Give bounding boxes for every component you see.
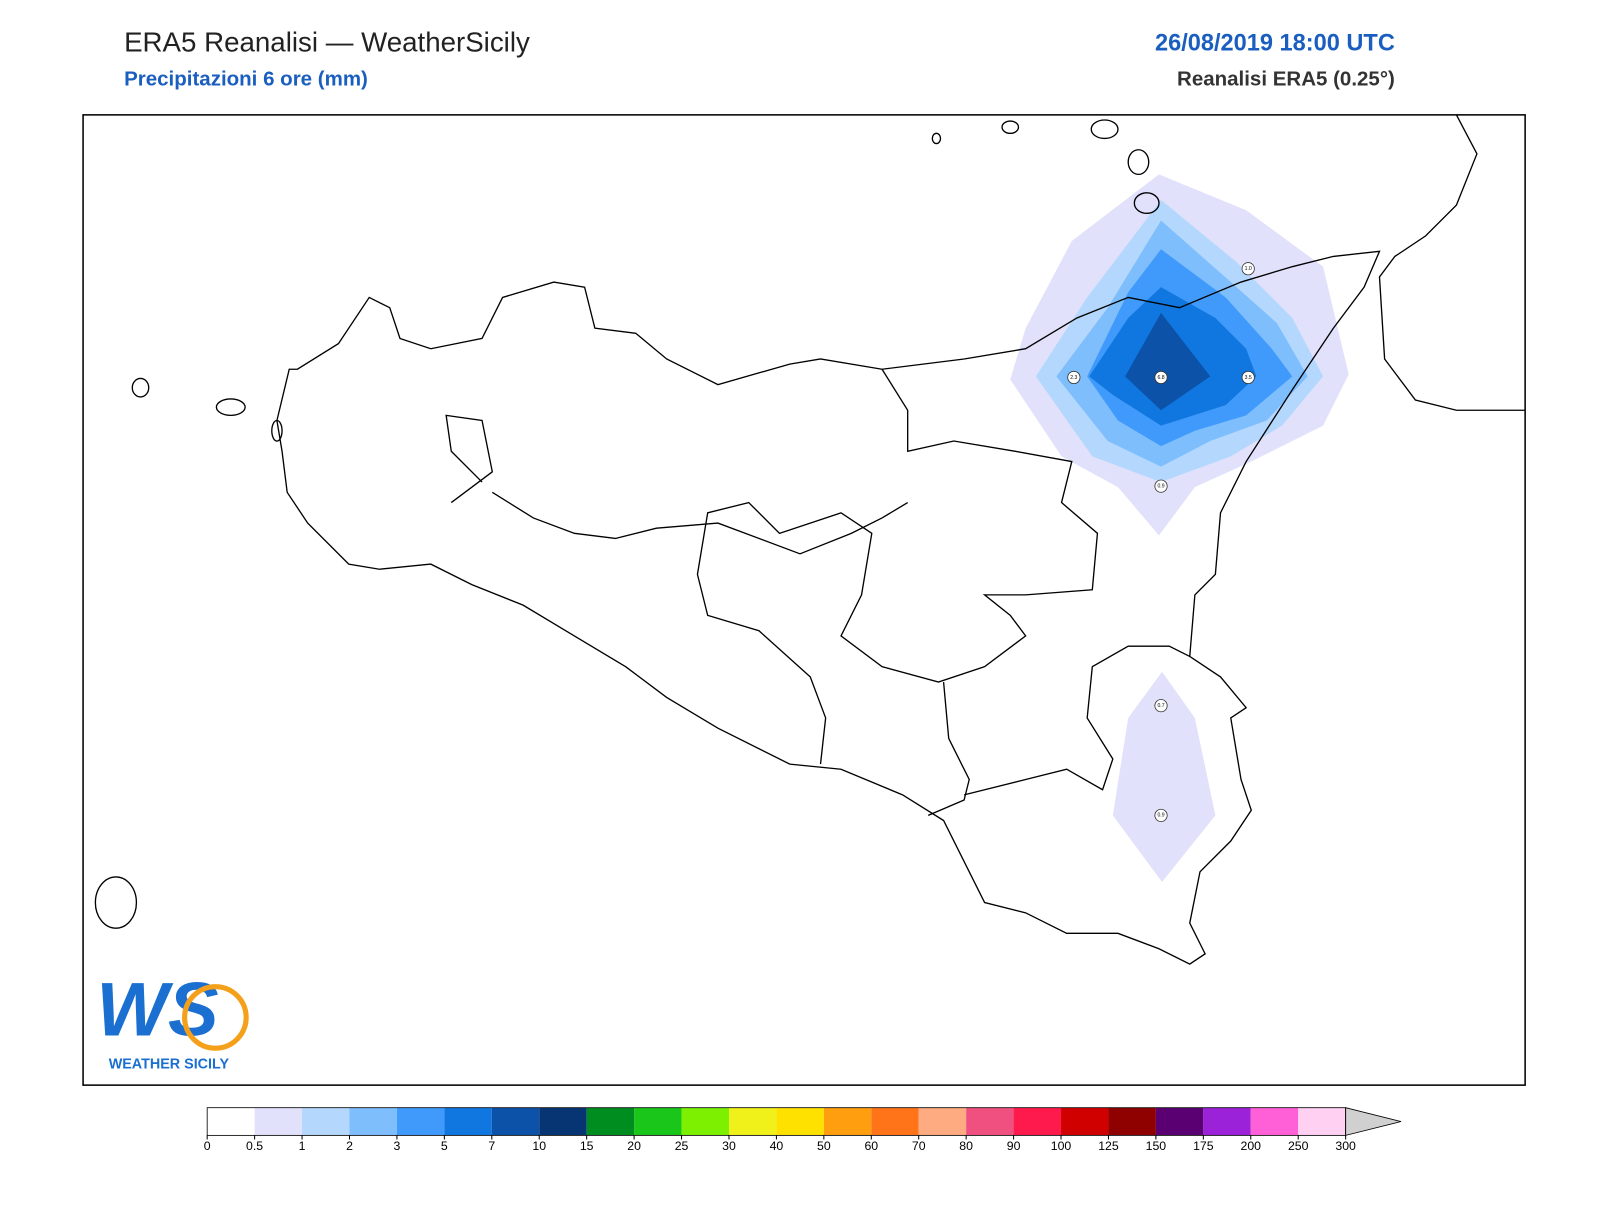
colorbar-tick-label: 150 (1146, 1139, 1167, 1153)
colorbar-tick-label: 30 (722, 1139, 736, 1153)
logo-mark: WS (96, 967, 218, 1052)
colorbar-tick-label: 7 (488, 1139, 495, 1153)
colorbar-segment (1155, 1107, 1204, 1136)
logo-text: WEATHER SICILY (109, 1056, 230, 1072)
logo-sun (182, 984, 249, 1051)
point-label: 0.9 (1157, 813, 1164, 819)
colorbar-segment (776, 1107, 824, 1136)
colorbar-segment (918, 1107, 967, 1136)
point-marker (1241, 262, 1255, 276)
colorbar-tick-label: 3 (394, 1139, 401, 1153)
colorbar-segment (681, 1107, 729, 1136)
colorbar-segment (1108, 1107, 1156, 1136)
colorbar-tick-label: 40 (770, 1139, 784, 1153)
colorbar-tick-label: 100 (1051, 1139, 1072, 1153)
colorbar-tick-label: 90 (1007, 1139, 1021, 1153)
point-label: 0.9 (1157, 484, 1164, 490)
point-marker (1154, 808, 1168, 822)
colorbar-tick-label: 20 (627, 1139, 641, 1153)
colorbar-tick-label: 25 (675, 1139, 689, 1153)
colorbar-tick-label: 1 (299, 1139, 306, 1153)
colorbar-extend (1345, 1107, 1402, 1136)
colorbar-segment (207, 1107, 255, 1136)
source: Reanalisi ERA5 (0.25°) (1177, 67, 1395, 90)
colorbar-segment (254, 1107, 303, 1136)
colorbar-segment (966, 1107, 1014, 1136)
colorbar-tick-label: 175 (1193, 1139, 1214, 1153)
colorbar-segment (349, 1107, 397, 1136)
colorbar-segment (491, 1107, 540, 1136)
colorbar-tick-label: 0 (204, 1139, 211, 1153)
colorbar-segment (1061, 1107, 1109, 1136)
colorbar-tick-label: 5 (441, 1139, 448, 1153)
colorbar-tick-label: 60 (864, 1139, 878, 1153)
point-label: 6.8 (1157, 375, 1164, 381)
colorbar-tick-label: 10 (532, 1139, 546, 1153)
point-marker (1067, 370, 1081, 384)
colorbar-segment (444, 1107, 492, 1136)
colorbar-segment (871, 1107, 919, 1136)
point-label: 2.3 (1070, 375, 1077, 381)
colorbar-segment (1203, 1107, 1251, 1136)
coastline (94, 114, 1526, 965)
title: ERA5 Reanalisi — WeatherSicily (124, 26, 530, 57)
colorbar-segment (1298, 1107, 1346, 1136)
point-labels: 1.0 2.3 6.8 3.5 0.9 0.7 0.9 (1067, 262, 1255, 822)
colorbar-tick-label: 50 (817, 1139, 831, 1153)
colorbar-tick-label: 0.5 (246, 1139, 263, 1153)
map-frame (82, 114, 1526, 1086)
colorbar-tick-label: 200 (1241, 1139, 1262, 1153)
date: 26/08/2019 18:00 UTC (1155, 29, 1395, 55)
colorbar-segment (1250, 1107, 1299, 1136)
colorbar-segment (302, 1107, 350, 1136)
precip-shading (1010, 174, 1349, 883)
subtitle: Precipitazioni 6 ore (mm) (124, 67, 368, 90)
colorbar-tick-label: 300 (1335, 1139, 1356, 1153)
colorbar-tick-label: 70 (912, 1139, 926, 1153)
colorbar-segment (586, 1107, 635, 1136)
colorbar-tick-label: 2 (346, 1139, 353, 1153)
colorbar-segment (823, 1107, 872, 1136)
colorbar-tick-label: 250 (1288, 1139, 1309, 1153)
logo: WS WEATHER SICILY (96, 967, 249, 1072)
point-marker (1154, 699, 1168, 713)
colorbar-tick-label: 15 (580, 1139, 594, 1153)
colorbar-segment (634, 1107, 682, 1136)
colorbar-segment (728, 1107, 777, 1136)
colorbar-segment (539, 1107, 587, 1136)
point-marker (1241, 370, 1255, 384)
colorbar: 0 0.5 1 2 3 5 7 10 15 20 25 30 40 50 60 70 80 90 100 125 150… (204, 1107, 1402, 1153)
colorbar-segment (1013, 1107, 1062, 1136)
colorbar-tick-label: 125 (1098, 1139, 1119, 1153)
point-label: 3.5 (1245, 375, 1252, 381)
point-marker (1154, 479, 1168, 493)
point-label: 0.7 (1157, 703, 1164, 709)
colorbar-tick-label: 80 (959, 1139, 973, 1153)
colorbar-segment (396, 1107, 445, 1136)
point-marker (1154, 370, 1168, 384)
point-label: 1.0 (1245, 266, 1252, 272)
